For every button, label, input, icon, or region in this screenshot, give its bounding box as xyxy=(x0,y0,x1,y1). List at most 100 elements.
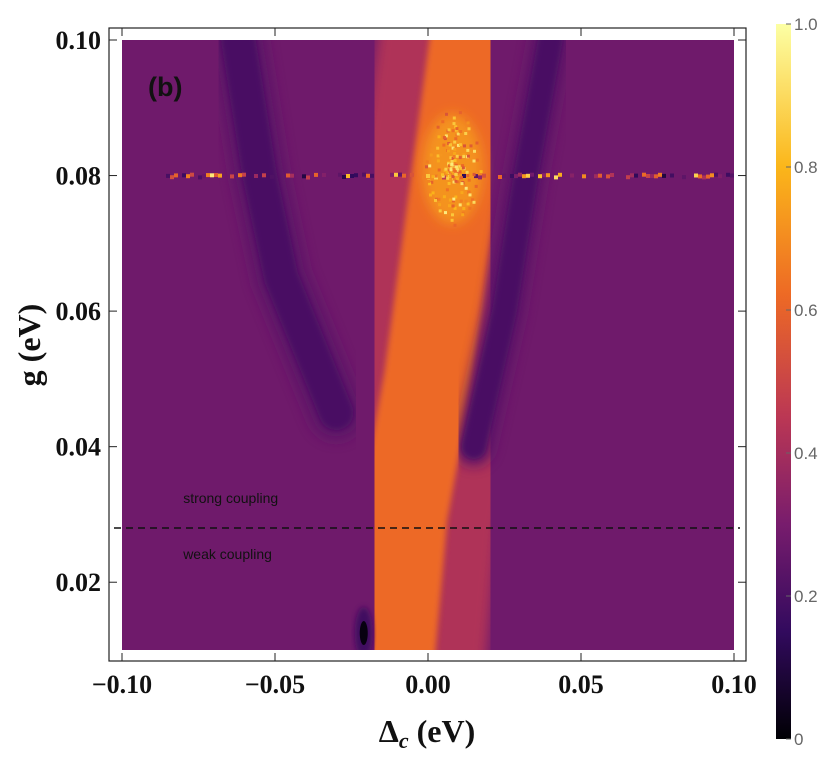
noise-pixel xyxy=(448,143,452,147)
noise-pixel xyxy=(454,137,458,141)
annotation-strong-coupling: strong coupling xyxy=(183,490,278,506)
noise-pixel xyxy=(694,173,698,178)
noise-pixel xyxy=(431,175,435,179)
noise-pixel xyxy=(464,132,468,135)
noise-pixel xyxy=(458,143,462,147)
noise-pixel xyxy=(242,172,246,177)
noise-pixel xyxy=(710,173,714,178)
noise-pixel xyxy=(451,199,455,203)
noise-pixel xyxy=(370,173,374,178)
noise-pixel xyxy=(456,132,460,136)
noise-pixel xyxy=(366,173,370,178)
annotations: strong coupling weak coupling xyxy=(182,490,278,562)
noise-pixel xyxy=(398,172,402,177)
noise-pixel xyxy=(460,191,464,195)
noise-pixel xyxy=(466,154,470,158)
noise-pixel xyxy=(170,175,174,180)
noise-pixel xyxy=(455,154,459,158)
noise-pixel xyxy=(454,175,458,179)
noise-pixel xyxy=(218,173,222,178)
noise-pixel xyxy=(630,173,634,178)
noise-pixel xyxy=(472,159,476,163)
noise-pixel xyxy=(448,204,451,208)
noise-pixel xyxy=(467,191,471,195)
noise-pixel xyxy=(286,173,290,178)
noise-pixel xyxy=(634,173,638,178)
noise-pixel xyxy=(546,173,550,178)
panel-label: (b) xyxy=(148,72,182,102)
noise-pixel xyxy=(452,172,456,176)
noise-pixel xyxy=(451,129,455,133)
noise-pixel xyxy=(457,143,460,147)
noise-pixel xyxy=(450,160,454,163)
noise-pixel xyxy=(626,175,630,180)
noise-pixel xyxy=(471,198,475,202)
noise-pixel xyxy=(306,175,310,180)
noise-pixel xyxy=(445,112,448,116)
noise-pixel xyxy=(452,162,456,166)
noise-pixel xyxy=(478,175,482,180)
heatmap-area xyxy=(122,40,734,650)
noise-pixel xyxy=(450,162,454,166)
x-axis-ticks: −0.10 −0.05 0.00 0.05 0.10 xyxy=(92,28,757,699)
noise-pixel xyxy=(453,147,457,151)
noise-pixel xyxy=(510,174,514,178)
noise-pixel xyxy=(454,165,458,169)
noise-pixel xyxy=(606,174,610,179)
noise-pixel xyxy=(453,170,457,173)
noise-pixel xyxy=(426,174,430,178)
noise-pixel xyxy=(452,197,456,201)
noise-pixel xyxy=(190,172,194,177)
noise-pixel xyxy=(451,168,455,171)
x-tick-label: 0.10 xyxy=(711,670,757,699)
noise-pixel xyxy=(462,155,466,159)
noise-pixel xyxy=(518,172,522,177)
noise-pixel xyxy=(451,204,455,208)
noise-pixel xyxy=(465,170,469,174)
y-tick-label: 0.08 xyxy=(56,162,102,191)
noise-pixel xyxy=(451,146,455,150)
noise-pixel xyxy=(453,140,457,144)
noise-pixel xyxy=(434,174,438,178)
noise-pixel xyxy=(425,165,428,169)
noise-pixel xyxy=(459,166,463,170)
noise-pixel xyxy=(448,174,452,178)
noise-pixel xyxy=(342,175,346,179)
noise-pixel xyxy=(468,206,472,210)
noise-pixel xyxy=(462,153,466,157)
noise-pixel xyxy=(598,173,602,178)
colorbar-tick-label: 1.0 xyxy=(794,15,818,34)
noise-pixel xyxy=(466,148,470,152)
noise-pixel xyxy=(461,164,465,168)
colorbar-tick-label: 0.8 xyxy=(794,158,818,177)
noise-pixel xyxy=(444,211,447,215)
noise-pixel xyxy=(682,175,686,180)
y-tick-label: 0.04 xyxy=(56,433,102,462)
noise-pixel xyxy=(442,195,446,199)
noise-pixel xyxy=(354,173,358,178)
noise-pixel xyxy=(610,173,614,177)
noise-pixel xyxy=(472,172,476,176)
noise-pixel xyxy=(438,209,442,213)
noise-pixel xyxy=(174,173,178,178)
noise-pixel xyxy=(464,186,468,190)
noise-pixel xyxy=(439,153,443,157)
noise-pixel xyxy=(670,173,674,178)
noise-pixel xyxy=(434,194,438,198)
noise-pixel xyxy=(453,152,457,155)
noise-pixel xyxy=(436,146,440,150)
colorbar-ticks: 0 0.2 0.4 0.6 0.8 1.0 xyxy=(786,15,818,749)
noise-pixel xyxy=(558,172,562,177)
noise-pixel xyxy=(582,174,586,179)
colorbar-tick-label: 0.4 xyxy=(794,444,818,463)
noise-pixel xyxy=(498,175,502,179)
noise-pixel xyxy=(461,166,465,170)
x-tick-label: 0.00 xyxy=(405,670,451,699)
noise-pixel xyxy=(662,173,666,178)
colorbar-tick-label: 0 xyxy=(794,730,803,749)
noise-pixel xyxy=(479,170,483,174)
noise-pixel xyxy=(448,198,452,202)
noise-pixel xyxy=(538,174,542,179)
noise-pixel xyxy=(447,128,451,132)
noise-pixel xyxy=(444,134,448,138)
